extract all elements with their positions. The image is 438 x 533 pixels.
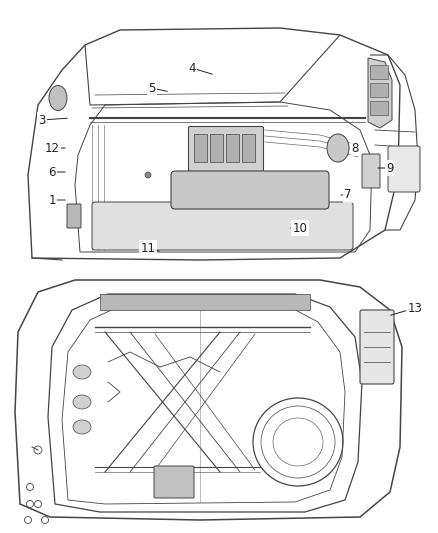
Ellipse shape: [49, 85, 67, 110]
Text: 13: 13: [408, 302, 422, 314]
Bar: [370, 101, 388, 115]
FancyBboxPatch shape: [388, 146, 420, 192]
FancyBboxPatch shape: [360, 310, 394, 384]
Bar: [194, 134, 207, 162]
Text: 8: 8: [351, 141, 359, 155]
Text: 3: 3: [38, 114, 46, 126]
Ellipse shape: [327, 134, 349, 162]
Text: 10: 10: [293, 222, 307, 235]
Text: 7: 7: [344, 189, 352, 201]
Circle shape: [145, 172, 151, 178]
Text: 9: 9: [386, 161, 394, 174]
Bar: [370, 83, 388, 97]
FancyBboxPatch shape: [362, 154, 380, 188]
Text: 1: 1: [48, 193, 56, 206]
Text: 12: 12: [45, 141, 60, 155]
FancyBboxPatch shape: [188, 126, 264, 172]
Bar: [226, 134, 239, 162]
Bar: [210, 134, 223, 162]
FancyBboxPatch shape: [154, 466, 194, 498]
Text: 4: 4: [188, 61, 196, 75]
Text: 5: 5: [148, 82, 155, 94]
Ellipse shape: [73, 365, 91, 379]
Bar: [242, 134, 255, 162]
FancyBboxPatch shape: [171, 171, 329, 209]
Text: 11: 11: [141, 241, 155, 254]
Ellipse shape: [73, 420, 91, 434]
Text: 6: 6: [48, 166, 56, 179]
FancyBboxPatch shape: [100, 294, 310, 310]
Ellipse shape: [73, 395, 91, 409]
Polygon shape: [368, 58, 392, 128]
Bar: [370, 65, 388, 79]
FancyBboxPatch shape: [67, 204, 81, 228]
FancyBboxPatch shape: [92, 202, 353, 250]
